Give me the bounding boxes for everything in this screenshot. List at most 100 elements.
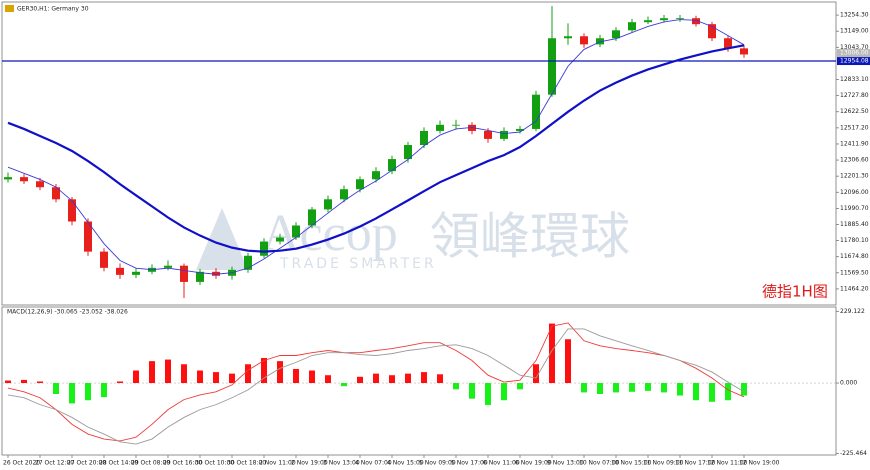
x-tick-label: 4 Nov 07:00 bbox=[355, 460, 392, 467]
candle-body bbox=[212, 271, 220, 276]
candle-body bbox=[564, 36, 572, 39]
histogram-bar bbox=[677, 383, 683, 396]
histogram-bar bbox=[661, 383, 667, 393]
histogram-bar bbox=[693, 383, 699, 401]
x-tick-label: 27 Oct 12:00 bbox=[35, 460, 74, 467]
histogram-bar bbox=[405, 373, 411, 384]
candle-body bbox=[20, 177, 28, 182]
candle-body bbox=[644, 20, 652, 23]
candle-body bbox=[196, 271, 204, 282]
histogram-bar bbox=[517, 383, 523, 390]
histogram-bar bbox=[389, 375, 395, 384]
x-tick-label: 4 Nov 15:00 bbox=[387, 460, 424, 467]
histogram-bar bbox=[261, 358, 267, 384]
y-tick-label: 11569.50 bbox=[840, 269, 869, 276]
x-tick-label: 11 Nov 09:00 bbox=[643, 460, 684, 467]
x-tick-label: 10 Nov 15:00 bbox=[611, 460, 652, 467]
candle-body bbox=[308, 209, 316, 226]
candle-body bbox=[436, 124, 444, 131]
histogram-bar bbox=[421, 372, 427, 384]
histogram-bar bbox=[197, 370, 203, 384]
candle-body bbox=[532, 94, 540, 129]
y-tick-label: 12517.20 bbox=[840, 124, 869, 131]
candle-body bbox=[4, 177, 12, 180]
y-tick-label: 11780.10 bbox=[840, 237, 869, 244]
x-tick-label: 6 Nov 19:00 bbox=[515, 460, 552, 467]
x-tick-label: 27 Oct 20:00 bbox=[67, 460, 106, 467]
histogram-bar bbox=[5, 380, 11, 384]
histogram-bar bbox=[725, 383, 731, 401]
candle-body bbox=[724, 38, 732, 49]
y-tick-label: 12833.10 bbox=[840, 76, 869, 83]
candle-body bbox=[324, 199, 332, 210]
candle-body bbox=[692, 18, 700, 25]
candle-body bbox=[68, 199, 76, 222]
candle-body bbox=[84, 221, 92, 252]
histogram-bar bbox=[133, 370, 139, 384]
histogram-bar bbox=[549, 323, 555, 384]
annotation: 德指1H图 bbox=[762, 283, 828, 301]
candle-body bbox=[660, 18, 668, 21]
candle-body bbox=[452, 124, 460, 126]
y-tick-label: 12622.50 bbox=[840, 108, 869, 115]
candle-body bbox=[100, 251, 108, 268]
y-tick-label: 12727.80 bbox=[840, 92, 869, 99]
histogram-bar bbox=[277, 361, 283, 384]
histogram-bar bbox=[165, 359, 171, 384]
y-tick-label: 13043.70 bbox=[840, 44, 869, 51]
y-tick-label: 12096.00 bbox=[840, 189, 869, 196]
histogram-bar bbox=[709, 383, 715, 402]
histogram-bar bbox=[645, 383, 651, 391]
candle-body bbox=[116, 267, 124, 275]
candle-body bbox=[740, 48, 748, 55]
price-label: 13006.00 bbox=[840, 50, 869, 57]
x-tick-label: 5 Nov 17:00 bbox=[451, 460, 488, 467]
candle-body bbox=[36, 181, 44, 188]
y-tick-label: 229.122 bbox=[840, 308, 865, 315]
histogram-bar bbox=[485, 383, 491, 405]
x-tick-label: 29 Oct 16:00 bbox=[163, 460, 202, 467]
watermark-chinese: 領峰環球 bbox=[430, 208, 630, 266]
candle-body bbox=[548, 38, 556, 95]
histogram-bar bbox=[629, 383, 635, 392]
y-tick-label: 12411.90 bbox=[840, 140, 869, 147]
x-tick-label: 28 Oct 14:00 bbox=[99, 460, 138, 467]
price-label-box bbox=[837, 49, 870, 58]
histogram-bar bbox=[501, 383, 507, 401]
candle-body bbox=[276, 237, 284, 242]
x-tick-label: 29 Oct 08:00 bbox=[131, 460, 170, 467]
histogram-bar bbox=[117, 381, 123, 384]
indicator-line bbox=[7, 44, 745, 253]
histogram-bar bbox=[37, 381, 43, 384]
histogram-bar bbox=[293, 368, 299, 384]
candle-body bbox=[612, 30, 620, 39]
histogram-bar bbox=[533, 364, 539, 384]
y-tick-label: 11464.20 bbox=[840, 285, 869, 292]
main-panel bbox=[1, 1, 837, 306]
candle-body bbox=[580, 36, 588, 45]
candle-body bbox=[500, 130, 508, 139]
histogram-bar bbox=[341, 383, 347, 387]
candle-body bbox=[388, 159, 396, 172]
symbol-icon bbox=[5, 5, 14, 12]
candle-body bbox=[596, 38, 604, 45]
candle-body bbox=[340, 189, 348, 200]
x-tick-label: 30 Oct 18:00 bbox=[227, 460, 266, 467]
histogram-bar bbox=[101, 383, 107, 398]
candle-body bbox=[420, 130, 428, 146]
candle-body bbox=[676, 18, 684, 20]
histogram-bar bbox=[469, 383, 475, 399]
y-tick-label: 13149.00 bbox=[840, 28, 869, 35]
y-tick-label: 11674.80 bbox=[840, 253, 869, 260]
histogram-bar bbox=[309, 370, 315, 384]
y-tick-label: 12201.30 bbox=[840, 173, 869, 180]
y-tick-label: 11885.40 bbox=[840, 221, 869, 228]
x-tick-label: 5 Nov 09:00 bbox=[419, 460, 456, 467]
histogram-bar bbox=[69, 383, 75, 404]
x-tick-label: 2 Nov 11:00 bbox=[259, 460, 296, 467]
histogram-bar bbox=[229, 373, 235, 384]
candle-body bbox=[372, 171, 380, 180]
x-tick-label: 3 Nov 13:00 bbox=[323, 460, 360, 467]
x-tick-label: 2 Nov 19:00 bbox=[291, 460, 328, 467]
